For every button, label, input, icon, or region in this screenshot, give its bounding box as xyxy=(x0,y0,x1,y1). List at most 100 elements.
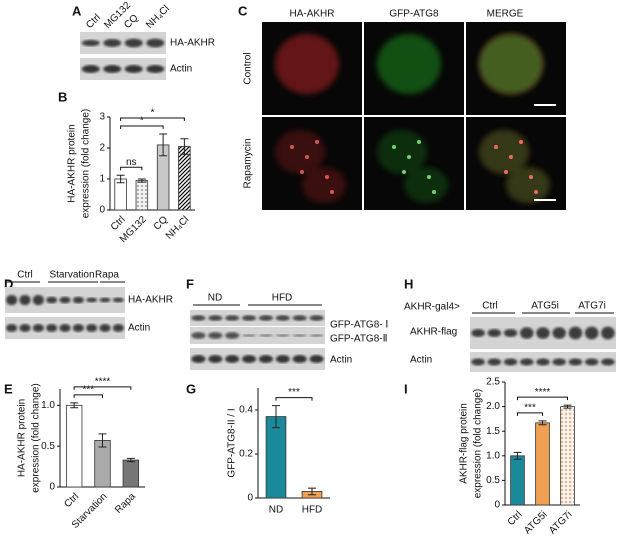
puncta xyxy=(427,175,431,179)
puncta xyxy=(407,155,411,159)
blot-band xyxy=(46,296,58,304)
group-label: Ctrl xyxy=(17,270,33,281)
puncta xyxy=(330,190,334,194)
significance-bracket xyxy=(120,117,185,122)
blot xyxy=(190,327,325,344)
y-tick-label: 0.5 xyxy=(41,441,55,452)
bar xyxy=(510,455,525,506)
y-tick-label: 3 xyxy=(99,112,105,123)
x-tick-label: Ctrl xyxy=(506,509,525,528)
blot-band xyxy=(536,327,550,339)
puncta xyxy=(325,175,329,179)
x-tick-label: ND xyxy=(269,505,283,516)
blot-band xyxy=(241,334,257,337)
blot xyxy=(80,32,166,54)
blot-band xyxy=(503,328,518,338)
error-bar xyxy=(126,457,135,463)
micrograph xyxy=(364,22,464,115)
blot-band xyxy=(81,39,100,47)
error-bar xyxy=(538,420,547,426)
blot-band xyxy=(292,355,307,363)
y-tick-label: 2 xyxy=(99,143,105,154)
blot-band xyxy=(112,324,124,332)
y-axis-label: GFP-ATG8-II / I xyxy=(227,408,238,477)
blot-band xyxy=(275,315,290,321)
puncta xyxy=(392,145,396,149)
blot-band xyxy=(309,315,324,321)
cell xyxy=(479,130,529,174)
blot-band xyxy=(487,358,502,366)
puncta xyxy=(417,140,421,144)
significance-bracket xyxy=(120,166,143,171)
panel-letter: D xyxy=(4,276,13,291)
blot xyxy=(190,310,325,326)
blot xyxy=(80,58,166,80)
blot-band xyxy=(225,332,240,339)
blot-band xyxy=(225,355,240,363)
panel-letter: B xyxy=(58,89,67,104)
blot-band xyxy=(86,297,98,303)
puncta xyxy=(504,170,508,174)
error-bar xyxy=(180,138,189,155)
error-bar xyxy=(513,451,522,460)
significance-label: * xyxy=(140,116,144,127)
blot-band xyxy=(241,355,257,363)
puncta xyxy=(290,145,294,149)
panel-letter: C xyxy=(238,3,248,18)
bar xyxy=(535,422,550,506)
blot-band xyxy=(519,358,534,366)
blot-band xyxy=(275,334,290,337)
x-tick-label: ATG7i xyxy=(547,509,574,536)
y-tick-label: 1.0 xyxy=(486,450,500,461)
blot-band xyxy=(146,38,165,48)
blot-band xyxy=(552,358,567,366)
group-label: ATG5i xyxy=(531,301,559,312)
blot xyxy=(190,348,325,370)
blot-band xyxy=(124,65,143,73)
puncta xyxy=(494,145,498,149)
column-label: GFP-ATG8 xyxy=(389,9,439,20)
lane-label: NH₄Cl xyxy=(144,3,172,31)
blot-band xyxy=(568,326,583,340)
row-label: Rapamycin xyxy=(243,138,254,188)
panel-letter: F xyxy=(186,276,194,291)
y-axis-label: expression (fold change) xyxy=(31,383,42,493)
error-bar xyxy=(98,433,107,448)
panel-letter: G xyxy=(186,381,196,396)
blot-band xyxy=(6,294,18,306)
puncta xyxy=(529,175,533,179)
micrograph xyxy=(466,117,566,210)
blot-band xyxy=(208,332,223,339)
y-axis-label: AKHR-flag protein xyxy=(459,403,470,484)
significance-bracket xyxy=(73,386,132,390)
row-label: Actin xyxy=(128,323,150,334)
error-bar xyxy=(137,178,146,183)
y-tick-label: 2.0 xyxy=(486,401,500,412)
significance-bracket xyxy=(275,397,313,401)
panel-letter: E xyxy=(4,381,13,396)
blot-band xyxy=(46,324,58,332)
lane-label: Ctrl xyxy=(84,12,103,31)
blot-band xyxy=(292,315,307,321)
group-label: HFD xyxy=(272,293,293,304)
blot-band xyxy=(471,358,485,366)
blot-band xyxy=(72,324,84,332)
row-label: Actin xyxy=(170,64,192,75)
row-label: Actin xyxy=(330,355,352,366)
panel-letter: H xyxy=(404,276,413,291)
blot-band xyxy=(487,328,502,338)
panel-letter: I xyxy=(404,381,408,396)
group-label: Rapa xyxy=(95,270,119,281)
bar xyxy=(265,416,287,499)
significance-label: *** xyxy=(82,385,94,396)
blot-band xyxy=(191,332,206,339)
y-tick-label: 0 xyxy=(99,205,105,216)
significance-bracket xyxy=(517,396,568,401)
row-label: Actin xyxy=(410,355,432,366)
significance-label: **** xyxy=(535,387,551,398)
puncta xyxy=(534,190,538,194)
column-label: MERGE xyxy=(487,9,524,20)
puncta xyxy=(509,155,513,159)
